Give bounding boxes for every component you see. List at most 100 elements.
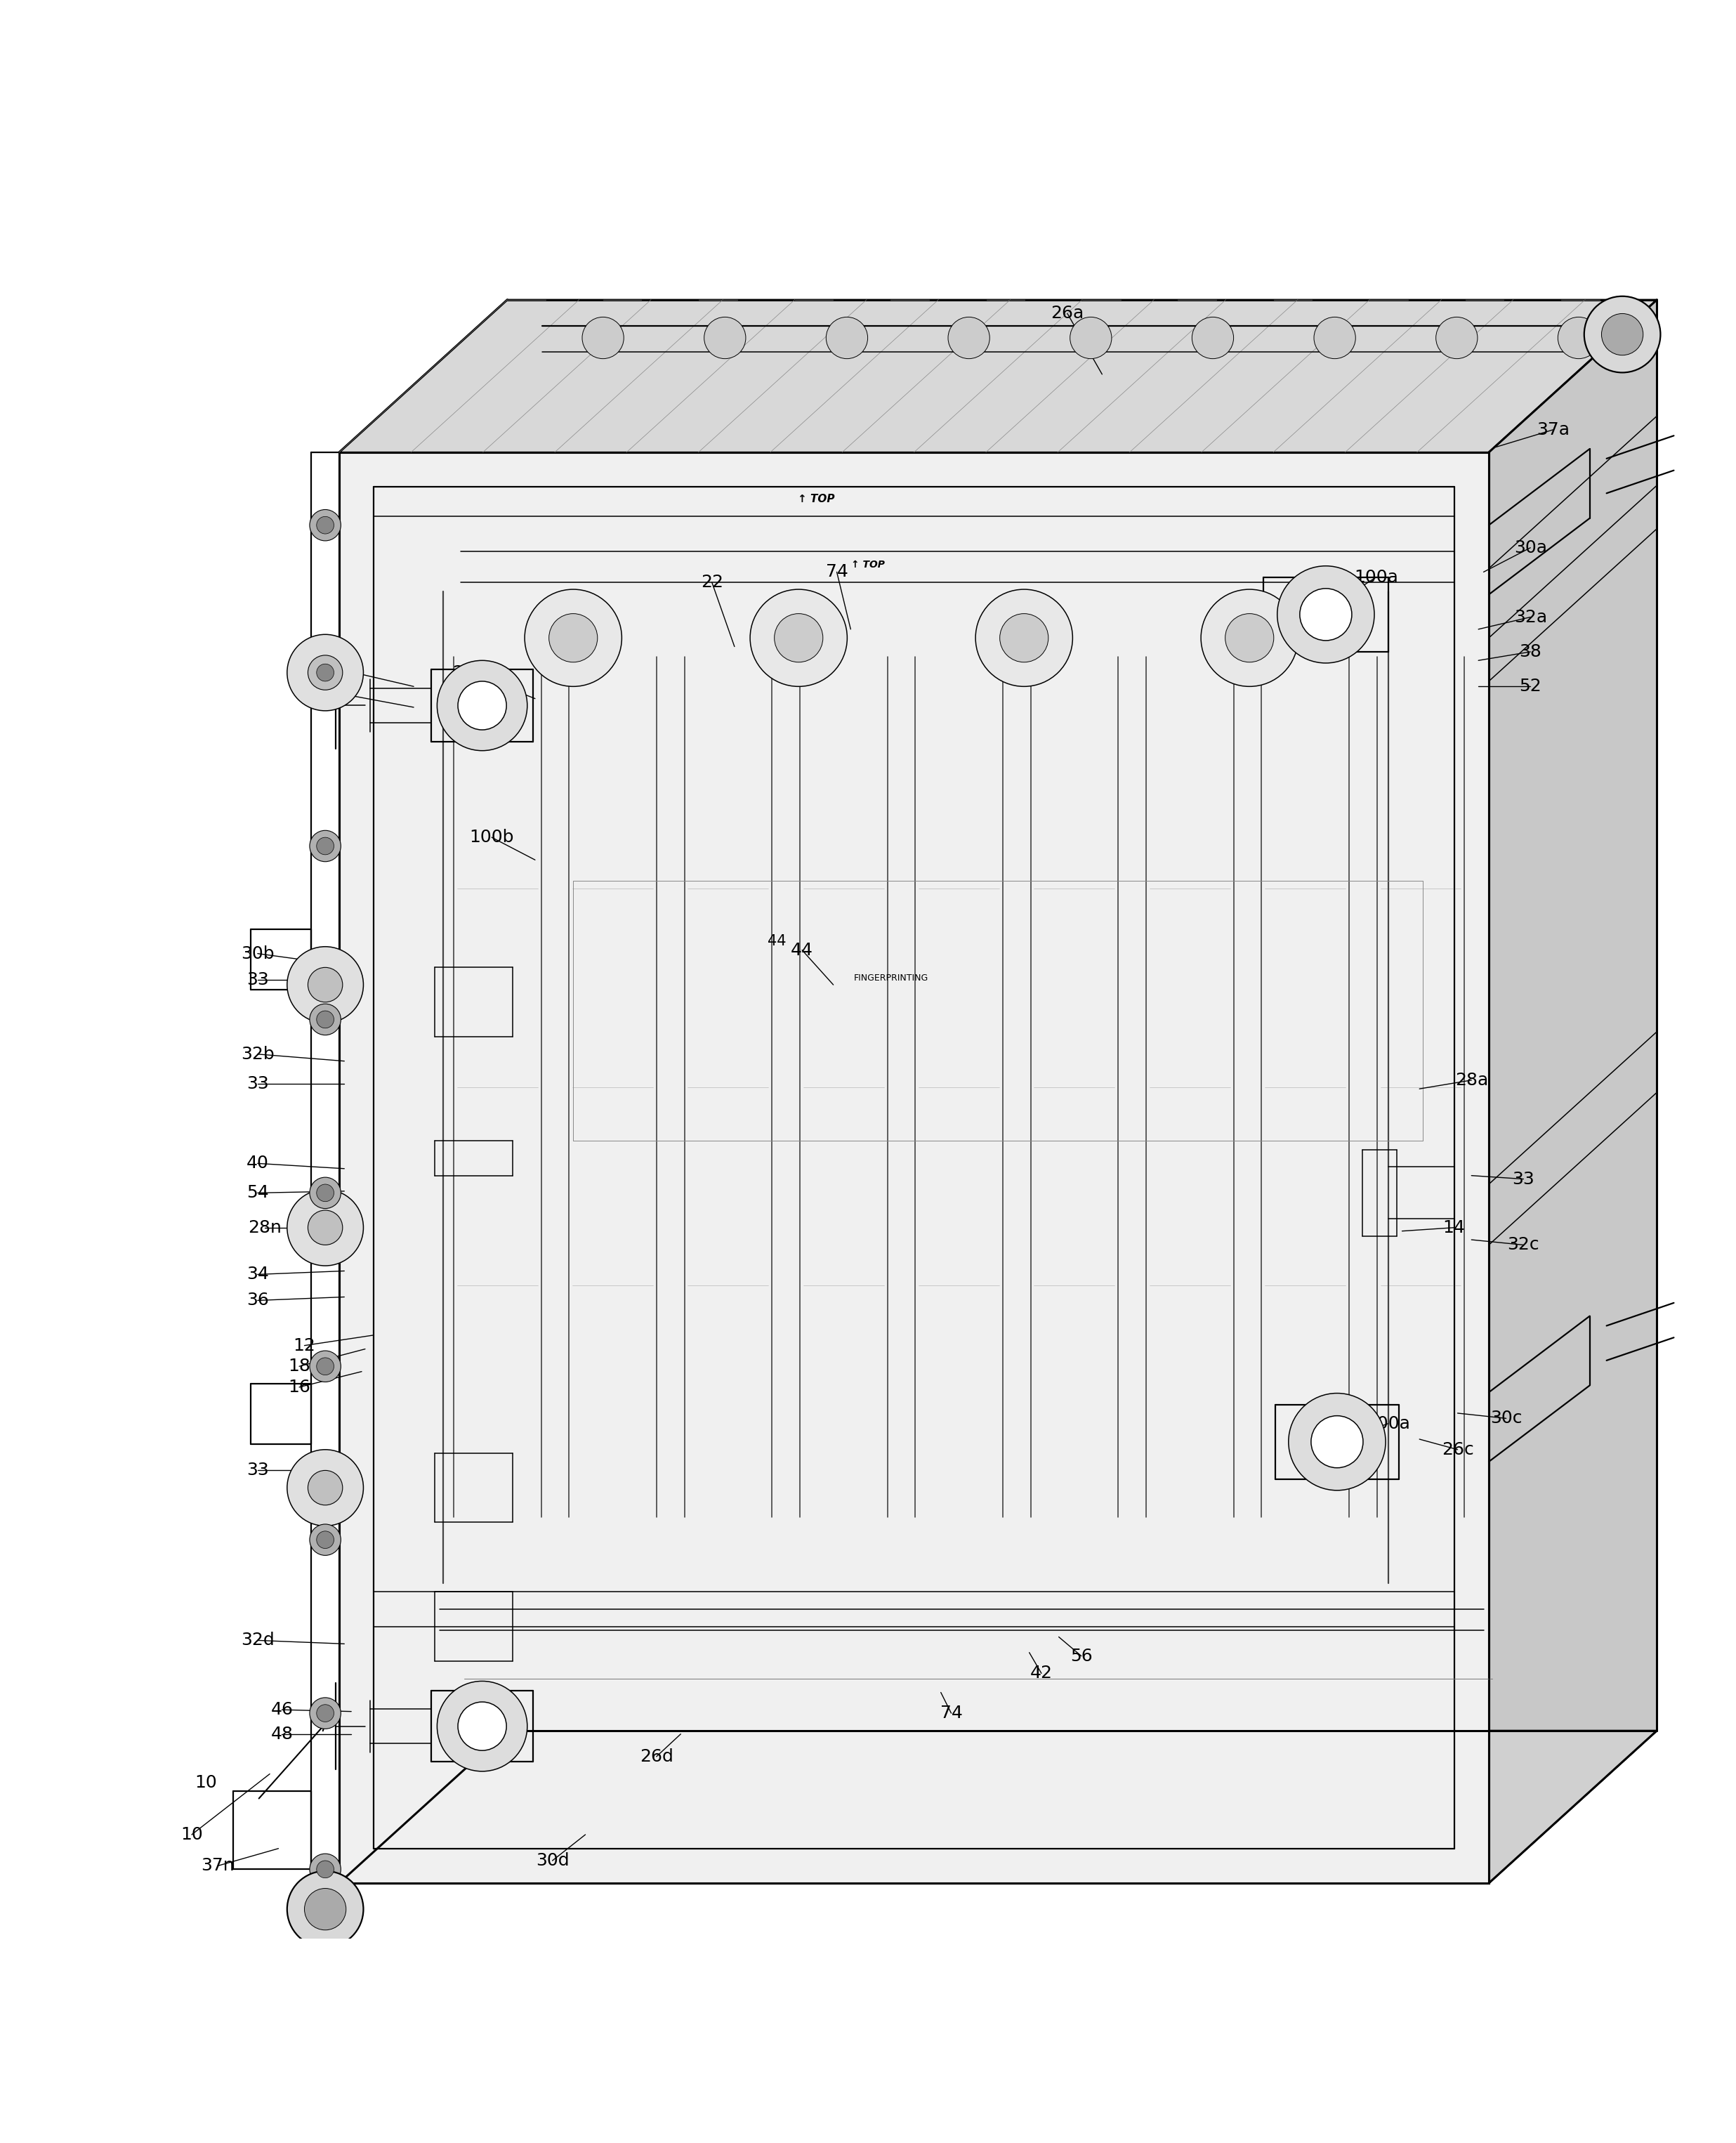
Text: 56: 56 (1069, 1648, 1092, 1665)
Text: 48: 48 (328, 686, 351, 703)
Text: 26c: 26c (1441, 1440, 1474, 1457)
Circle shape (458, 1702, 507, 1751)
Circle shape (316, 1530, 333, 1549)
Text: 46: 46 (271, 1702, 293, 1719)
Text: 26a: 26a (1050, 304, 1083, 321)
Polygon shape (339, 1732, 1656, 1884)
Circle shape (437, 1680, 528, 1772)
Text: 22: 22 (701, 574, 724, 591)
Circle shape (316, 664, 333, 681)
Circle shape (1226, 613, 1274, 662)
Text: 30b: 30b (241, 945, 274, 962)
Text: 28n: 28n (248, 1219, 281, 1237)
Text: 37a: 37a (1536, 422, 1569, 437)
Text: 33: 33 (247, 1076, 269, 1093)
Circle shape (307, 1211, 342, 1245)
Circle shape (316, 516, 333, 534)
Circle shape (1557, 317, 1599, 358)
Circle shape (309, 1854, 340, 1886)
Text: 100b: 100b (446, 1723, 491, 1738)
Text: 44: 44 (767, 934, 786, 949)
Text: 32a: 32a (1514, 609, 1547, 626)
Text: 32c: 32c (1507, 1237, 1540, 1254)
Polygon shape (339, 452, 1489, 1884)
Circle shape (1300, 589, 1352, 641)
Polygon shape (1489, 300, 1656, 1884)
Circle shape (286, 634, 363, 711)
Circle shape (582, 317, 623, 358)
Circle shape (309, 1003, 340, 1035)
Text: 100a: 100a (1366, 1414, 1410, 1432)
Circle shape (549, 613, 597, 662)
Text: 37n: 37n (201, 1858, 234, 1875)
Text: 30a: 30a (1514, 540, 1547, 557)
Circle shape (307, 966, 342, 1003)
Text: FINGERPRINTING: FINGERPRINTING (854, 973, 929, 981)
Circle shape (316, 1359, 333, 1376)
Circle shape (750, 589, 847, 686)
Text: 10: 10 (194, 1774, 217, 1792)
Circle shape (316, 1185, 333, 1202)
Circle shape (1311, 1417, 1363, 1468)
Circle shape (1069, 317, 1111, 358)
Circle shape (316, 1011, 333, 1029)
Text: 12: 12 (293, 1337, 316, 1354)
Circle shape (286, 1871, 363, 1948)
Circle shape (437, 660, 528, 750)
Circle shape (309, 1524, 340, 1556)
Text: 18: 18 (288, 1359, 311, 1376)
Text: 46: 46 (328, 660, 351, 677)
Text: 52: 52 (1519, 677, 1542, 694)
Text: 54: 54 (247, 1185, 269, 1202)
Text: ↑ TOP: ↑ TOP (797, 493, 835, 504)
Text: 38: 38 (1519, 643, 1542, 660)
Text: 32b: 32b (241, 1046, 274, 1063)
Circle shape (976, 589, 1073, 686)
Circle shape (1201, 589, 1299, 686)
Circle shape (304, 1888, 345, 1931)
Circle shape (316, 1860, 333, 1877)
Text: 10: 10 (181, 1826, 203, 1843)
Text: 36: 36 (247, 1292, 269, 1309)
Circle shape (1436, 317, 1477, 358)
Circle shape (1585, 296, 1660, 373)
Text: 28a: 28a (1455, 1072, 1488, 1089)
Text: ↑ TOP: ↑ TOP (851, 559, 885, 570)
Text: 40: 40 (247, 1155, 269, 1172)
Circle shape (705, 317, 746, 358)
Circle shape (286, 947, 363, 1022)
Circle shape (286, 1189, 363, 1267)
Text: 33: 33 (247, 1462, 269, 1479)
Circle shape (1288, 1393, 1385, 1489)
Circle shape (948, 317, 990, 358)
Text: 48: 48 (271, 1725, 293, 1742)
Circle shape (1193, 317, 1234, 358)
Text: 44: 44 (792, 941, 814, 958)
Circle shape (309, 1697, 340, 1729)
Polygon shape (339, 300, 1656, 452)
Circle shape (524, 589, 621, 686)
Text: 42: 42 (1029, 1665, 1052, 1682)
Circle shape (316, 838, 333, 855)
Circle shape (309, 831, 340, 861)
Text: 16: 16 (288, 1378, 311, 1395)
Circle shape (286, 1449, 363, 1526)
Text: 100a: 100a (1354, 568, 1397, 585)
Circle shape (458, 681, 507, 731)
Circle shape (309, 658, 340, 688)
Circle shape (1314, 317, 1356, 358)
Circle shape (1602, 313, 1642, 356)
Text: 30d: 30d (536, 1852, 569, 1869)
Text: 26d: 26d (639, 1749, 674, 1766)
Text: 32d: 32d (241, 1633, 274, 1648)
Circle shape (316, 1704, 333, 1721)
Text: 30c: 30c (1489, 1410, 1522, 1427)
Text: 33: 33 (247, 971, 269, 988)
Circle shape (309, 510, 340, 540)
Text: 33: 33 (1512, 1170, 1535, 1187)
Text: 14: 14 (1443, 1219, 1465, 1237)
Circle shape (774, 613, 823, 662)
Text: 74: 74 (939, 1706, 962, 1721)
Text: 100b: 100b (469, 829, 514, 846)
Circle shape (1278, 566, 1375, 662)
